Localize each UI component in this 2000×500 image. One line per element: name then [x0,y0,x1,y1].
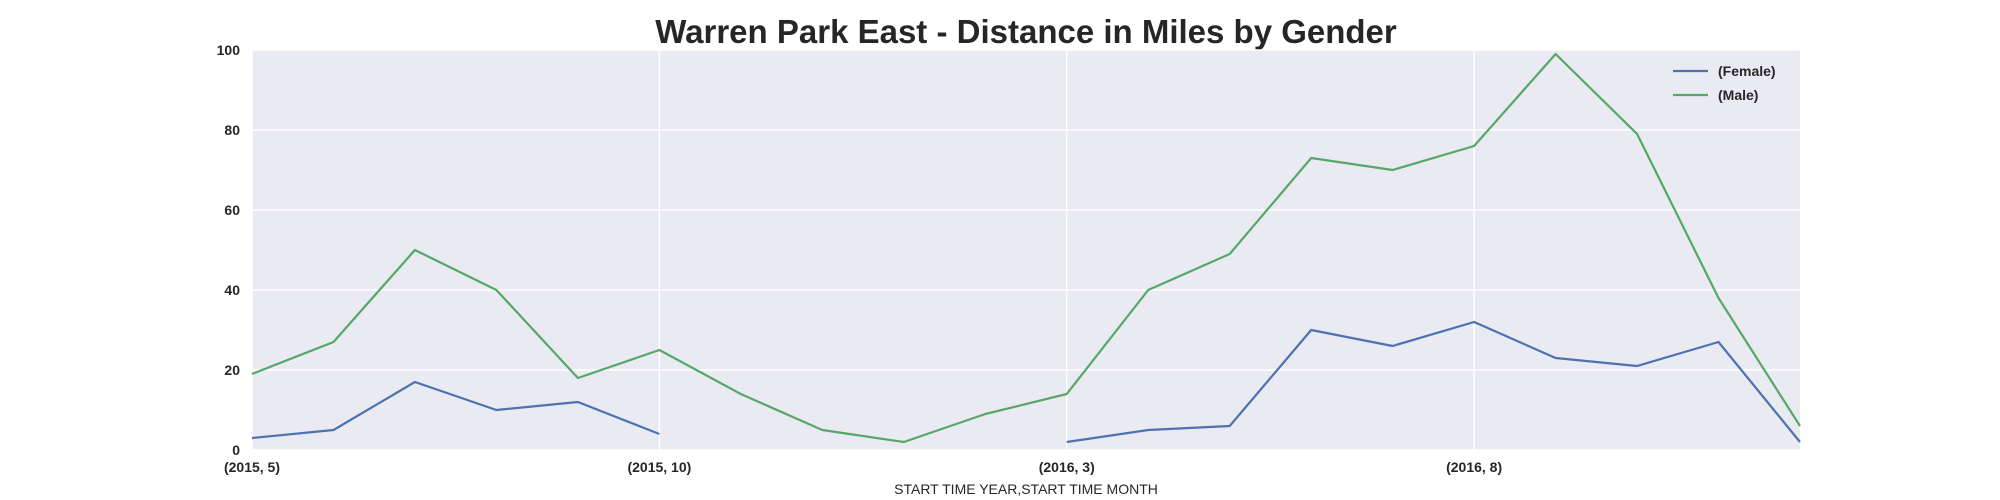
legend: (Female) (Male) [1673,63,1776,103]
x-tick-label: (2016, 8) [1446,459,1502,475]
y-tick-label: 0 [232,442,240,458]
x-tick-label: (2015, 10) [627,459,691,475]
gridlines [251,49,1800,451]
x-axis-ticks: (2015, 5) (2015, 10) (2016, 3) (2016, 8) [224,459,1502,475]
y-tick-label: 100 [217,42,241,58]
series-line [251,320,1801,444]
y-tick-label: 40 [224,282,240,298]
x-tick-label: (2016, 3) [1039,459,1095,475]
series-lines [251,52,1801,444]
chart-title: Warren Park East - Distance in Miles by … [655,13,1397,50]
y-tick-label: 20 [224,362,240,378]
plot-area [252,50,1800,450]
legend-label: (Female) [1718,63,1776,79]
y-tick-label: 60 [224,202,240,218]
x-axis-label: START TIME YEAR,START TIME MONTH [894,481,1158,497]
series-line [251,52,1801,444]
y-axis-ticks: 0 20 40 60 80 100 [217,42,241,458]
y-tick-label: 80 [224,122,240,138]
legend-label: (Male) [1718,87,1758,103]
x-tick-label: (2015, 5) [224,459,280,475]
